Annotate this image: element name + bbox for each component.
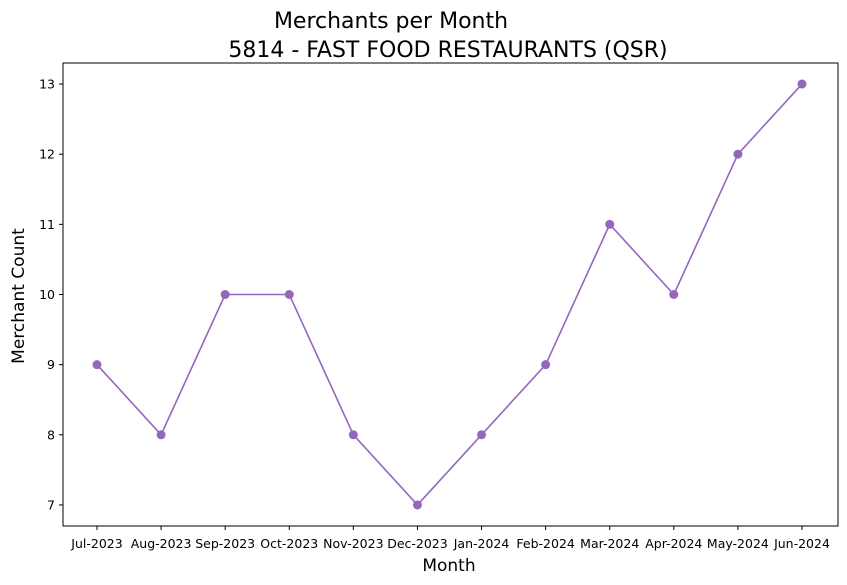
y-tick-label: 10	[39, 287, 55, 302]
x-tick-label: Jun-2024	[773, 536, 830, 551]
data-point	[541, 360, 551, 370]
y-tick-label: 13	[39, 77, 55, 92]
y-tick-label: 9	[47, 357, 55, 372]
chart-title: Merchants per Month	[274, 9, 508, 34]
data-point	[348, 430, 358, 440]
x-tick-label: Feb-2024	[516, 536, 575, 551]
data-point	[797, 79, 807, 89]
data-point	[477, 430, 487, 440]
y-tick-label: 8	[47, 427, 55, 442]
plot-area-frame	[62, 62, 839, 527]
data-point	[92, 360, 102, 370]
x-tick-label: Nov-2023	[323, 536, 383, 551]
x-tick-label: Jan-2024	[453, 536, 510, 551]
x-tick-label: Apr-2024	[645, 536, 702, 551]
y-axis-label: Merchant Count	[9, 228, 29, 364]
x-axis-label: Month	[422, 556, 475, 576]
x-tick-label: Oct-2023	[260, 536, 318, 551]
x-tick-label: Aug-2023	[131, 536, 192, 551]
x-tick-label: May-2024	[707, 536, 769, 551]
y-tick-label: 12	[39, 147, 55, 162]
y-tick-label: 11	[39, 217, 55, 232]
chart-subtitle: 5814 - FAST FOOD RESTAURANTS (QSR)	[228, 38, 667, 63]
data-point	[669, 290, 679, 299]
data-point	[220, 290, 230, 299]
series-line	[96, 83, 803, 507]
data-point	[605, 219, 615, 229]
y-axis-ticks: 7 8 9 10 11 12 13	[39, 77, 63, 512]
data-point	[733, 149, 743, 159]
x-tick-label: Mar-2024	[580, 536, 639, 551]
data-point	[284, 290, 294, 299]
data-point	[412, 500, 422, 510]
data-point	[156, 430, 166, 440]
data-series	[92, 79, 807, 510]
x-tick-label: Jul-2023	[70, 536, 122, 551]
y-tick-label: 7	[47, 497, 55, 512]
x-tick-label: Sep-2023	[195, 536, 255, 551]
x-axis-ticks: Jul-2023 Aug-2023 Sep-2023 Oct-2023 Nov-2023…	[70, 526, 830, 551]
x-tick-label: Dec-2023	[387, 536, 448, 551]
